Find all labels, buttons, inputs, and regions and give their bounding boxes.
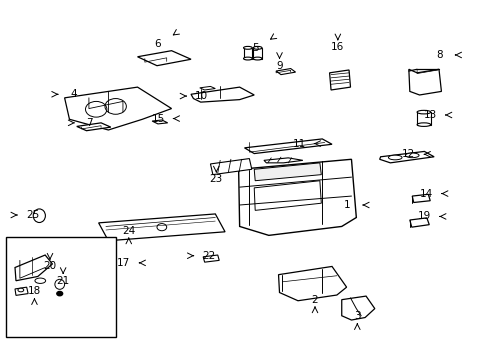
- Ellipse shape: [33, 209, 45, 222]
- Text: 5: 5: [251, 43, 258, 53]
- Text: 12: 12: [402, 149, 415, 159]
- Polygon shape: [278, 266, 346, 301]
- Polygon shape: [341, 296, 374, 320]
- Polygon shape: [64, 87, 171, 130]
- Polygon shape: [203, 255, 219, 262]
- Polygon shape: [254, 163, 321, 181]
- Polygon shape: [77, 123, 111, 131]
- Polygon shape: [210, 158, 251, 175]
- Text: 9: 9: [276, 61, 282, 71]
- Text: 11: 11: [292, 139, 305, 149]
- Text: 8: 8: [436, 50, 442, 60]
- Text: 13: 13: [423, 110, 436, 120]
- Polygon shape: [191, 87, 254, 102]
- Text: 19: 19: [417, 211, 430, 221]
- Text: 22: 22: [202, 251, 215, 261]
- Ellipse shape: [243, 46, 252, 49]
- Text: 16: 16: [330, 42, 344, 52]
- Text: 21: 21: [57, 276, 70, 286]
- Text: 1: 1: [344, 200, 350, 210]
- Polygon shape: [409, 218, 428, 227]
- Polygon shape: [137, 51, 191, 66]
- Ellipse shape: [55, 279, 64, 289]
- Ellipse shape: [387, 155, 401, 160]
- Polygon shape: [329, 70, 350, 90]
- Text: 17: 17: [117, 258, 130, 268]
- Ellipse shape: [253, 46, 262, 49]
- Text: 18: 18: [28, 287, 41, 296]
- Text: 7: 7: [86, 118, 93, 128]
- Bar: [6, 237, 116, 337]
- Bar: [243, 48, 252, 59]
- Bar: [253, 48, 262, 59]
- Text: 10: 10: [195, 91, 208, 101]
- Polygon shape: [379, 152, 433, 163]
- Polygon shape: [244, 139, 331, 154]
- Polygon shape: [15, 287, 28, 296]
- Polygon shape: [238, 159, 356, 235]
- Text: 24: 24: [122, 226, 135, 236]
- Text: 25: 25: [26, 210, 39, 220]
- Polygon shape: [276, 68, 295, 75]
- Ellipse shape: [405, 153, 418, 158]
- Polygon shape: [200, 86, 215, 90]
- Ellipse shape: [18, 288, 24, 292]
- Ellipse shape: [243, 57, 252, 60]
- Polygon shape: [152, 120, 167, 124]
- Polygon shape: [408, 69, 441, 95]
- Text: 23: 23: [209, 174, 223, 184]
- Circle shape: [57, 292, 62, 296]
- Ellipse shape: [253, 57, 262, 60]
- Text: 4: 4: [70, 89, 77, 99]
- Text: 14: 14: [419, 189, 432, 199]
- Text: 15: 15: [151, 113, 164, 123]
- Ellipse shape: [416, 123, 430, 126]
- Polygon shape: [99, 214, 224, 241]
- Ellipse shape: [416, 111, 430, 114]
- Polygon shape: [264, 158, 302, 163]
- Text: 20: 20: [43, 261, 57, 271]
- Text: 2: 2: [311, 295, 318, 305]
- Text: 3: 3: [353, 311, 360, 321]
- Polygon shape: [15, 255, 52, 281]
- Polygon shape: [411, 194, 429, 203]
- Text: 6: 6: [154, 39, 161, 49]
- Ellipse shape: [35, 278, 45, 283]
- Bar: [416, 112, 430, 125]
